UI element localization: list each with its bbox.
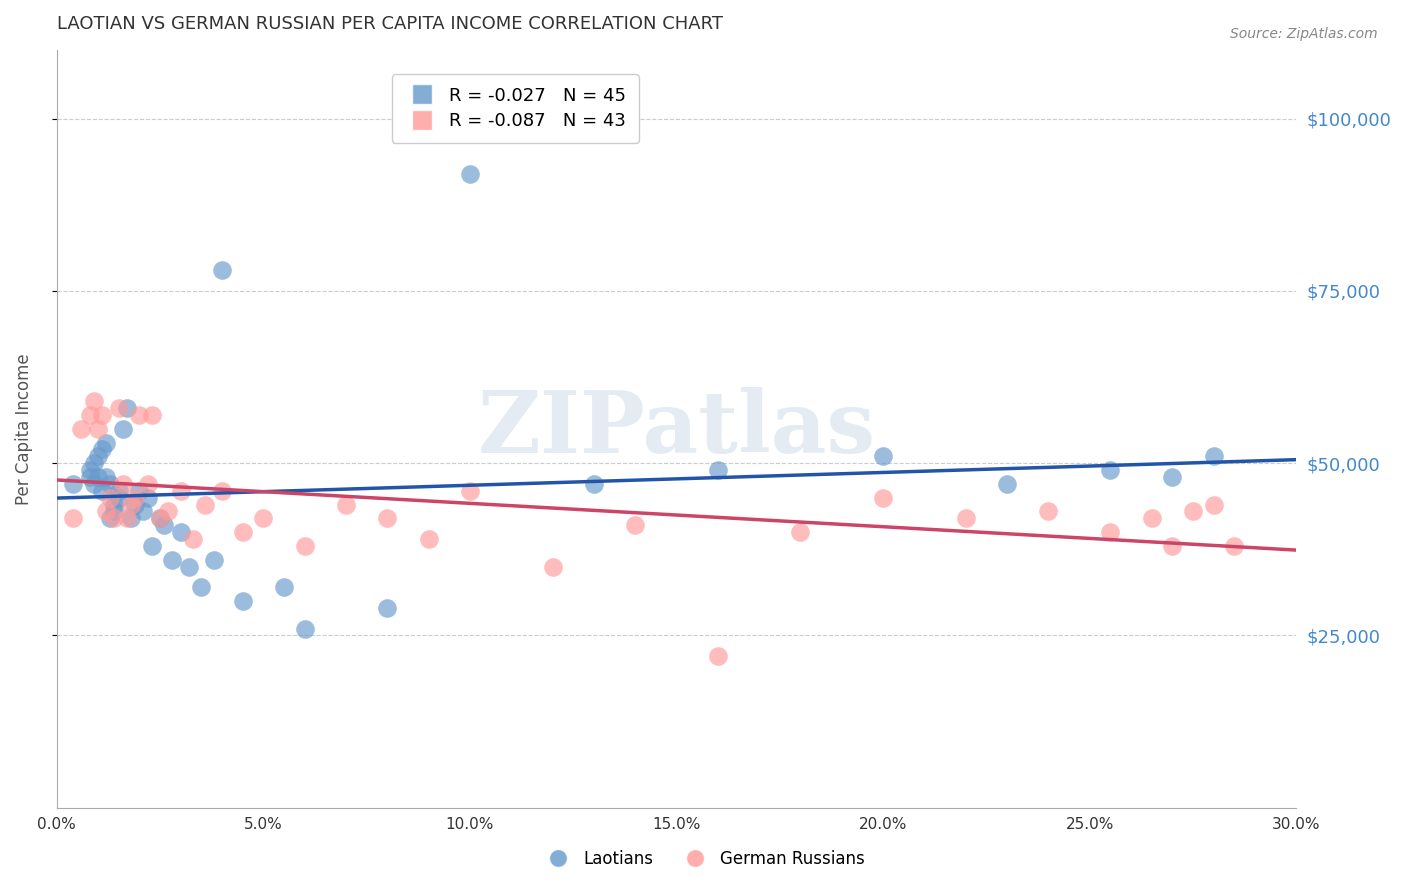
Text: ZIPatlas: ZIPatlas: [478, 387, 876, 471]
Point: [1140, 511, 1163, 525]
Point: [211, 483, 233, 498]
Point: [103, 498, 125, 512]
Point: [194, 498, 217, 512]
Point: [79, 470, 101, 484]
Point: [211, 263, 233, 277]
Point: [107, 491, 129, 505]
Point: [136, 491, 159, 505]
Point: [294, 539, 316, 553]
Point: [169, 483, 191, 498]
Point: [232, 594, 254, 608]
Point: [789, 525, 811, 540]
Point: [624, 518, 647, 533]
Point: [111, 422, 134, 436]
Point: [107, 483, 129, 498]
Point: [181, 532, 204, 546]
Point: [62, 476, 84, 491]
Point: [96, 470, 118, 484]
Point: [132, 504, 155, 518]
Point: [115, 401, 138, 415]
Point: [1099, 525, 1122, 540]
Point: [252, 511, 274, 525]
Point: [107, 401, 129, 415]
Point: [707, 649, 730, 664]
Legend: Laotians, German Russians: Laotians, German Russians: [534, 844, 872, 875]
Point: [91, 408, 114, 422]
Text: LAOTIAN VS GERMAN RUSSIAN PER CAPITA INCOME CORRELATION CHART: LAOTIAN VS GERMAN RUSSIAN PER CAPITA INC…: [56, 15, 723, 33]
Point: [335, 498, 357, 512]
Point: [128, 408, 150, 422]
Point: [62, 511, 84, 525]
Point: [79, 463, 101, 477]
Point: [120, 498, 142, 512]
Point: [1099, 463, 1122, 477]
Point: [162, 552, 184, 566]
Point: [149, 511, 172, 525]
Point: [149, 511, 172, 525]
Point: [111, 476, 134, 491]
Point: [1223, 539, 1246, 553]
Point: [294, 622, 316, 636]
Point: [83, 394, 105, 409]
Point: [115, 511, 138, 525]
Point: [169, 525, 191, 540]
Point: [87, 422, 110, 436]
Point: [190, 580, 212, 594]
Point: [1202, 498, 1225, 512]
Point: [96, 504, 118, 518]
Y-axis label: Per Capita Income: Per Capita Income: [15, 353, 32, 505]
Point: [83, 476, 105, 491]
Point: [98, 511, 121, 525]
Point: [375, 600, 398, 615]
Text: Source: ZipAtlas.com: Source: ZipAtlas.com: [1230, 27, 1378, 41]
Point: [70, 422, 93, 436]
Point: [83, 456, 105, 470]
Point: [91, 442, 114, 457]
Point: [1202, 450, 1225, 464]
Point: [458, 167, 481, 181]
Point: [136, 476, 159, 491]
Point: [418, 532, 440, 546]
Point: [375, 511, 398, 525]
Point: [273, 580, 295, 594]
Point: [177, 559, 200, 574]
Point: [1161, 470, 1184, 484]
Point: [458, 483, 481, 498]
Point: [955, 511, 977, 525]
Point: [124, 491, 146, 505]
Point: [202, 552, 225, 566]
Point: [91, 483, 114, 498]
Point: [120, 511, 142, 525]
Point: [707, 463, 730, 477]
Point: [872, 491, 894, 505]
Legend: R = -0.027   N = 45, R = -0.087   N = 43: R = -0.027 N = 45, R = -0.087 N = 43: [392, 74, 640, 143]
Point: [98, 476, 121, 491]
Point: [141, 539, 163, 553]
Point: [128, 483, 150, 498]
Point: [1182, 504, 1205, 518]
Point: [141, 408, 163, 422]
Point: [872, 450, 894, 464]
Point: [87, 450, 110, 464]
Point: [124, 498, 146, 512]
Point: [1161, 539, 1184, 553]
Point: [582, 476, 605, 491]
Point: [995, 476, 1018, 491]
Point: [98, 491, 121, 505]
Point: [157, 504, 180, 518]
Point: [232, 525, 254, 540]
Point: [153, 518, 176, 533]
Point: [103, 504, 125, 518]
Point: [87, 470, 110, 484]
Point: [1038, 504, 1060, 518]
Point: [541, 559, 564, 574]
Point: [96, 435, 118, 450]
Point: [103, 511, 125, 525]
Point: [79, 408, 101, 422]
